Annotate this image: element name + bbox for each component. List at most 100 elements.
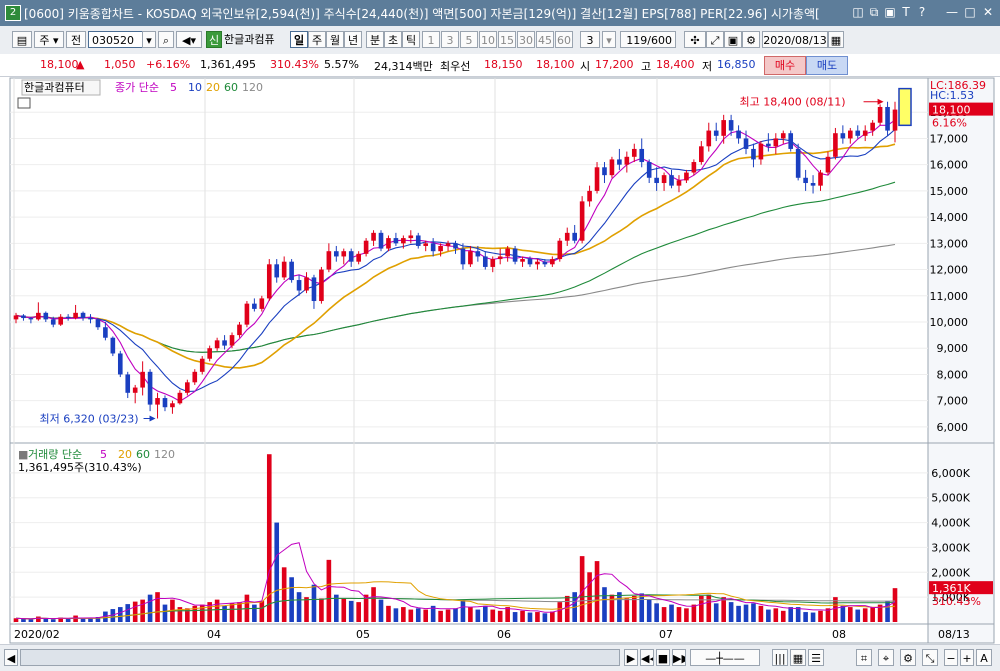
best-quote-label: 최우선 [440,60,471,73]
candle-body [639,148,645,163]
stop-icon[interactable]: ■ [656,649,670,666]
candle-body [773,138,779,147]
stock-code-input[interactable]: 030520 [88,31,156,48]
period-tab-6[interactable]: 틱 [402,31,420,48]
period-tab-0[interactable]: 일 [290,31,308,48]
code-dropdown-icon[interactable]: ▾ [142,31,156,48]
candle-body [125,374,131,393]
forward-icon[interactable]: ▶▶ [672,649,686,666]
period-tab-2[interactable]: 월 [326,31,344,48]
candle-body [110,337,116,354]
candle [572,224,577,244]
candle [147,369,153,412]
layout-icon[interactable]: ◫ [852,5,864,19]
buy-button[interactable]: 매수 [764,56,806,75]
volume-bar [311,584,317,622]
period-tab-3[interactable]: 년 [344,31,362,48]
font-size-icon[interactable]: A [976,649,992,666]
candle-body [36,312,41,320]
period-tab-4[interactable]: 분 [366,31,384,48]
period-tab-5[interactable]: 초 [384,31,402,48]
price-tick-label: 13,000 [930,237,969,250]
candle [855,125,861,139]
zoom-icon[interactable]: ⤢ [706,31,724,48]
period-select[interactable]: 주 ▾ [34,31,64,48]
candle [728,114,734,136]
volume-bar [334,594,339,622]
scroll-left-icon[interactable]: ◀ [4,649,18,666]
interval-btn-10[interactable]: 10 [479,31,497,48]
interval-btn-3[interactable]: 3 [441,31,459,48]
settings-icon[interactable]: ⚙ [900,649,916,666]
list-icon[interactable]: ☰ [808,649,824,666]
date-label: 08 [832,628,846,641]
interval-value[interactable]: 3 [580,31,600,48]
scroll-right-icon[interactable]: ▶ [624,649,638,666]
stock-chart[interactable]: 18,00017,00016,00015,00014,00013,00012,0… [0,76,1000,644]
candle-body [222,340,227,346]
chart-list-icon[interactable]: ▤ [12,31,32,48]
grid-icon[interactable]: ▦ [790,649,806,666]
volume-bar [773,608,779,622]
interval-btn-1[interactable]: 1 [422,31,440,48]
candle [356,251,361,265]
save-icon[interactable]: ▣ [724,31,742,48]
volume-bar [661,607,667,622]
sell-button[interactable]: 매도 [806,56,848,75]
candle-body [617,159,622,165]
rewind-icon[interactable]: ◀◀ [640,649,654,666]
candle [252,298,257,312]
interval-btn-60[interactable]: 60 [555,31,573,48]
restore-icon[interactable]: ⧉ [869,5,879,19]
volume-bar [624,598,630,622]
gear-icon[interactable]: ⚙ [742,31,760,48]
candle-body [50,319,56,325]
draw-icon[interactable]: ⌗ [856,649,872,666]
candle [36,302,41,321]
volume-ratio: 310.43% [270,58,319,71]
pin-icon[interactable]: ▣ [884,5,896,19]
magnet-icon[interactable]: ⌖ [878,649,894,666]
speaker-icon[interactable]: ◀▾ [176,31,202,48]
maximize-icon[interactable]: □ [964,5,976,19]
candle-body [58,316,64,325]
interval-dropdown-icon[interactable]: ▾ [602,31,616,48]
zoom-out-icon[interactable]: − [944,649,958,666]
candle-body [490,259,496,267]
candle [415,232,421,249]
expand-icon[interactable]: ⤡ [922,649,938,666]
candle-body [676,180,682,186]
interval-btn-45[interactable]: 45 [536,31,554,48]
candle-body [795,148,801,178]
best-ask: 18,150 [484,58,523,71]
volume-bar [252,604,257,622]
candle-body [103,327,108,338]
calendar-icon[interactable]: ▦ [828,31,844,48]
volume-bar [684,608,689,622]
count-input[interactable]: 119/600 [620,31,676,48]
zoom-in-icon[interactable]: + [960,649,974,666]
horizontal-scrollbar[interactable] [20,649,620,666]
crosshair-icon[interactable]: ✣ [684,31,706,48]
prev-button[interactable]: 전 [66,31,86,48]
text-icon[interactable]: T [902,5,910,19]
minimize-icon[interactable]: — [946,5,958,19]
help-icon[interactable]: ? [918,5,926,19]
search-icon[interactable]: ⌕ [158,31,174,48]
candle [304,272,309,294]
candle-body [177,392,183,404]
date-input[interactable]: 2020/08/13 [762,31,828,48]
zoom-slider[interactable]: —┼—— [690,649,760,666]
bar-icon[interactable]: ||| [772,649,788,666]
candle [229,332,235,349]
candle [654,167,659,191]
current-price-tag-text: 18,100 [932,104,971,117]
interval-btn-30[interactable]: 30 [517,31,535,48]
period-tab-1[interactable]: 주 [308,31,326,48]
interval-btn-5[interactable]: 5 [460,31,478,48]
candle-body [363,240,369,254]
candle-body [825,156,831,173]
close-icon[interactable]: ✕ [982,5,994,19]
date-label: 2020/02 [14,628,60,641]
interval-btn-15[interactable]: 15 [498,31,516,48]
